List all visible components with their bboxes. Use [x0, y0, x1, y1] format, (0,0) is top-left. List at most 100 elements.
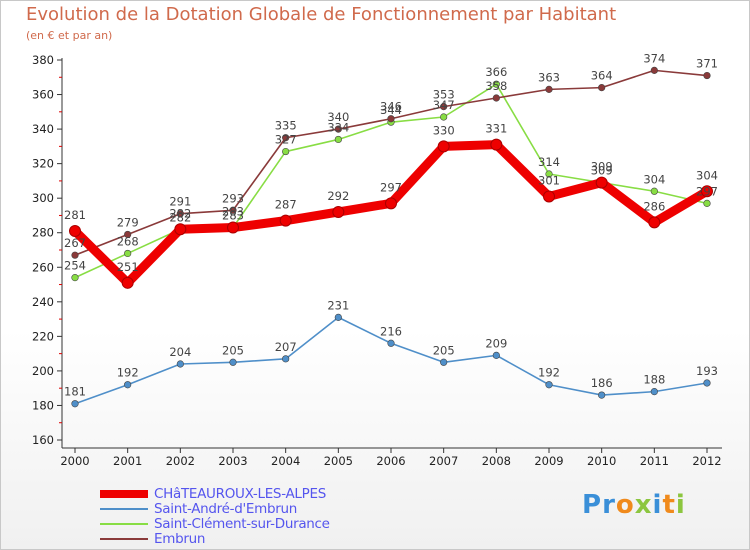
series-3-data-label: 374 [643, 51, 665, 65]
logo-letter: t [662, 490, 676, 520]
x-tick-label: 2006 [376, 454, 405, 468]
y-tick-label: 220 [32, 329, 54, 343]
axes: 160 180 200 220 240 260 280 300 320 340 360 380 2000… [32, 53, 722, 468]
series-1-point [492, 351, 500, 359]
x-tick-label: 2001 [113, 454, 142, 468]
legend-label: Embrun [154, 530, 206, 547]
series-3-data-label: 363 [538, 70, 560, 84]
series-1-data-label: 192 [538, 366, 560, 380]
series-points [69, 66, 713, 408]
series-2-point [334, 135, 342, 144]
series-2-point [650, 187, 658, 195]
legend-swatch [100, 537, 148, 540]
x-tick-label: 2011 [640, 454, 669, 468]
x-tick-label: 2010 [587, 454, 616, 468]
series-2-point [492, 80, 500, 88]
series-3-point [124, 230, 132, 239]
legend-label: CHâTEAUROUX-LES-ALPES [154, 485, 326, 502]
series-2-point [282, 147, 290, 156]
series-1-point [176, 360, 184, 368]
legend-item: CHâTEAUROUX-LES-ALPES [100, 485, 330, 502]
series-0-data-label: 281 [64, 208, 86, 222]
series-3-point [71, 251, 79, 259]
series-2-point [703, 199, 711, 207]
series-0-data-label: 331 [485, 122, 507, 136]
series-3-point [176, 210, 184, 218]
legend-item: Saint-Clément-sur-Durance [100, 515, 330, 532]
series-2-data-label: 283 [222, 209, 244, 223]
series-0-data-label: 251 [117, 260, 139, 274]
y-tick-label: 160 [32, 433, 54, 447]
series-3-data-label: 358 [485, 79, 507, 93]
legend: CHâTEAUROUX-LES-ALPES Saint-André-d'Embru… [100, 485, 330, 547]
series-0-point [701, 185, 713, 198]
y-tick-label: 340 [32, 122, 54, 136]
series-0-data-label: 282 [169, 206, 191, 220]
y-tick-label: 280 [32, 226, 54, 240]
series-0-data-label: 286 [643, 199, 665, 213]
series-3-data-label: 353 [433, 88, 455, 102]
y-tick-label: 200 [32, 364, 54, 378]
series-0-point [227, 221, 239, 234]
logo-letter: i [675, 490, 686, 520]
series-3-point [545, 85, 553, 93]
series-2-data-label: 297 [696, 184, 718, 198]
legend-item: Embrun [100, 530, 330, 547]
series-1-data-label: 193 [696, 364, 718, 378]
series-1-data-label: 216 [380, 324, 402, 338]
series-2-data-label: 327 [275, 133, 297, 147]
legend-swatch [100, 522, 148, 525]
series-1-data-label: 209 [485, 336, 507, 350]
series-0-point [543, 190, 555, 203]
x-tick-label: 2012 [692, 454, 721, 468]
series-1-data-label: 188 [643, 373, 665, 387]
legend-label: Saint-Clément-sur-Durance [154, 515, 330, 532]
logo-letter: o [615, 490, 635, 520]
x-tick-label: 2008 [482, 454, 511, 468]
series-0-data-label: 292 [327, 189, 349, 203]
series-2-point [124, 249, 132, 258]
series-1-data-label: 181 [64, 385, 86, 399]
series-0-point [332, 206, 345, 218]
series-3-data-label: 335 [275, 119, 297, 133]
data-labels: 281 251 282 283 287 292 297 330 331 301 309 286 304 1… [64, 51, 718, 398]
series-0-data-label: 287 [275, 198, 297, 212]
series-0-point [595, 176, 608, 189]
series-1-point [387, 339, 395, 347]
x-tick-label: 2007 [429, 454, 458, 468]
series-1-data-label: 204 [169, 345, 191, 359]
series-2-data-label: 309 [591, 164, 613, 178]
series-3-data-label: 346 [380, 100, 402, 114]
series-2-data-label: 344 [380, 103, 402, 117]
x-tick-label: 2000 [60, 454, 89, 468]
y-tick-label: 320 [32, 157, 54, 171]
x-tick-label: 2005 [324, 454, 353, 468]
y-tick-label: 300 [32, 191, 54, 205]
series-1-point [71, 400, 79, 408]
series-0-data-label: 309 [591, 160, 613, 174]
series-3-point [334, 125, 342, 133]
chart-title: Evolution de la Dotation Globale de Fonc… [26, 4, 617, 25]
series-3-data-label: 291 [169, 195, 191, 209]
x-tick-label: 2002 [166, 454, 195, 468]
series-0-point [385, 197, 397, 210]
series-1-point [440, 358, 448, 366]
chart-subtitle: (en € et par an) [26, 29, 113, 42]
series-3-point [650, 66, 658, 74]
series-2-data-label: 366 [485, 65, 507, 79]
series-3-data-label: 267 [64, 236, 86, 250]
legend-label: Saint-André-d'Embrun [154, 500, 298, 517]
y-tick-label: 260 [32, 260, 54, 274]
series-0-point [648, 216, 661, 229]
x-tick-label: 2004 [271, 454, 300, 468]
series-2-point [440, 113, 448, 121]
series-0-data-label: 297 [380, 180, 402, 194]
series-3-point [703, 71, 711, 80]
series-3-data-label: 364 [591, 69, 613, 83]
logo-letter: x [634, 490, 653, 520]
y-tick-label: 380 [32, 53, 54, 67]
series-1-point [598, 391, 606, 399]
series-3-point [440, 103, 448, 111]
logo-letter: r [602, 490, 616, 520]
